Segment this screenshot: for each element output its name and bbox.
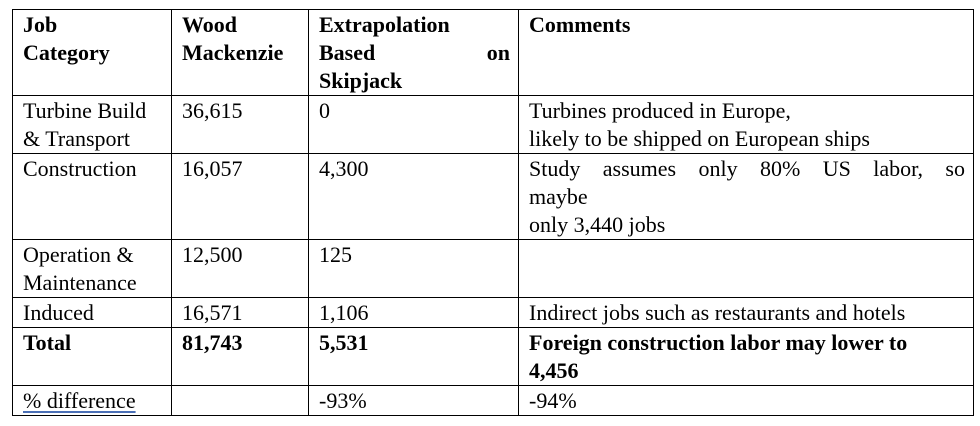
table-row: Turbine Build & Transport 36,615 0 Turbi… <box>12 95 974 154</box>
table-row: Induced 16,571 1,106 Indirect jobs such … <box>12 297 974 328</box>
comment-line: maybe <box>529 184 588 209</box>
row-category: Induced <box>12 297 172 328</box>
row-comment: Turbines produced in Europe, likely to b… <box>518 95 974 154</box>
header-extrapolation-line2: Based on <box>319 39 510 67</box>
header-wood-mackenzie: Wood Mackenzie <box>171 9 309 96</box>
header-comments-label: Comments <box>529 12 631 37</box>
difference-label: % difference <box>23 388 136 413</box>
difference-wood-mackenzie <box>171 385 309 416</box>
difference-extrapolation: -93% <box>308 385 519 416</box>
table-row: Operation & Maintenance 12,500 125 <box>12 239 974 298</box>
row-extrapolation: 1,106 <box>308 297 519 328</box>
header-wood-mackenzie-line1: Wood <box>182 12 238 37</box>
category-line: Construction <box>23 156 137 181</box>
row-wood-mackenzie: 16,057 <box>171 153 309 240</box>
header-extrapolation: Extrapolation Based on Skipjack <box>308 9 519 96</box>
row-extrapolation: 0 <box>308 95 519 154</box>
header-extrapolation-line3: Skipjack <box>319 68 403 93</box>
total-comment-line: 4,456 <box>529 358 579 383</box>
comment-line: Study assumes only 80% US labor, so <box>529 156 965 181</box>
difference-comment: -94% <box>518 385 974 416</box>
comment-line: Turbines produced in Europe, <box>529 98 791 123</box>
difference-category: % difference <box>12 385 172 416</box>
comment-line: Indirect jobs such as restaurants and ho… <box>529 300 906 325</box>
header-wood-mackenzie-line2: Mackenzie <box>182 40 284 65</box>
category-line: & Transport <box>23 126 130 151</box>
header-extrapolation-line1: Extrapolation <box>319 12 450 37</box>
table-row: Construction 16,057 4,300 Study assumes … <box>12 153 974 240</box>
row-wood-mackenzie: 16,571 <box>171 297 309 328</box>
category-line: Induced <box>23 300 94 325</box>
header-job-category-line1: Job <box>23 12 58 37</box>
row-extrapolation: 4,300 <box>308 153 519 240</box>
header-extrapolation-on: on <box>486 40 510 65</box>
row-comment: Indirect jobs such as restaurants and ho… <box>518 297 974 328</box>
total-row: Total 81,743 5,531 Foreign construction … <box>12 327 974 386</box>
total-wood-mackenzie: 81,743 <box>171 327 309 386</box>
row-comment: Study assumes only 80% US labor, so mayb… <box>518 153 974 240</box>
row-wood-mackenzie: 36,615 <box>171 95 309 154</box>
header-job-category-line2: Category <box>23 40 110 65</box>
total-comment: Foreign construction labor may lower to … <box>518 327 974 386</box>
row-wood-mackenzie: 12,500 <box>171 239 309 298</box>
header-row: Job Category Wood Mackenzie Extrapolatio… <box>12 9 974 96</box>
comment-line: likely to be shipped on European ships <box>529 126 870 151</box>
category-line: Operation & <box>23 242 134 267</box>
jobs-comparison-table: Job Category Wood Mackenzie Extrapolatio… <box>12 9 974 416</box>
header-job-category: Job Category <box>12 9 172 96</box>
row-category: Turbine Build & Transport <box>12 95 172 154</box>
header-extrapolation-based: Based <box>319 40 376 65</box>
total-extrapolation: 5,531 <box>308 327 519 386</box>
category-line: Maintenance <box>23 270 137 295</box>
row-category: Construction <box>12 153 172 240</box>
row-category: Operation & Maintenance <box>12 239 172 298</box>
row-extrapolation: 125 <box>308 239 519 298</box>
comment-line: only 3,440 jobs <box>529 212 666 237</box>
total-comment-line: Foreign construction labor may lower to <box>529 330 908 355</box>
header-comments: Comments <box>518 9 974 96</box>
total-category: Total <box>12 327 172 386</box>
row-comment <box>518 239 974 298</box>
difference-row: % difference -93% -94% <box>12 385 974 416</box>
category-line: Turbine Build <box>23 98 147 123</box>
